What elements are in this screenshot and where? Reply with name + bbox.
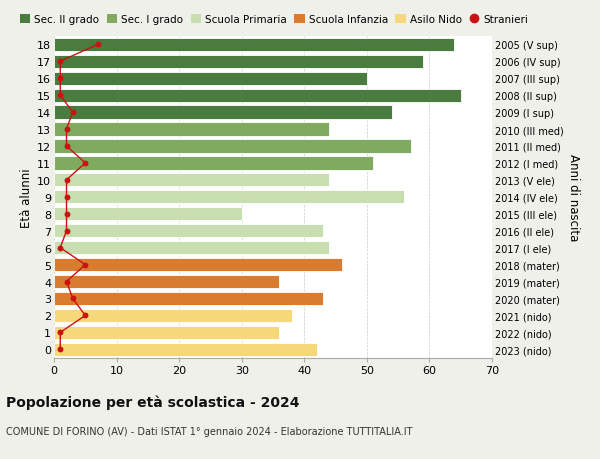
Point — [62, 211, 71, 218]
Point — [62, 126, 71, 134]
Point — [55, 329, 65, 336]
Bar — [54, 140, 410, 153]
Bar — [54, 224, 323, 238]
Point — [55, 75, 65, 83]
Bar — [54, 123, 329, 136]
Point — [62, 278, 71, 285]
Bar — [54, 191, 404, 204]
Point — [80, 312, 90, 319]
Point — [80, 160, 90, 167]
Bar — [54, 309, 292, 322]
Bar — [54, 90, 461, 102]
Y-axis label: Età alunni: Età alunni — [20, 168, 33, 227]
Point — [68, 295, 77, 302]
Y-axis label: Anni di nascita: Anni di nascita — [567, 154, 580, 241]
Point — [55, 245, 65, 252]
Point — [55, 346, 65, 353]
Point — [93, 41, 103, 49]
Bar — [54, 258, 342, 272]
Text: COMUNE DI FORINO (AV) - Dati ISTAT 1° gennaio 2024 - Elaborazione TUTTITALIA.IT: COMUNE DI FORINO (AV) - Dati ISTAT 1° ge… — [6, 426, 413, 436]
Bar — [54, 73, 367, 85]
Point — [68, 109, 77, 117]
Point — [55, 92, 65, 100]
Bar — [54, 56, 423, 69]
Bar — [54, 326, 279, 339]
Bar — [54, 39, 454, 52]
Bar — [54, 157, 373, 170]
Bar — [54, 292, 323, 305]
Bar — [54, 106, 392, 119]
Bar — [54, 174, 329, 187]
Bar — [54, 241, 329, 255]
Point — [62, 143, 71, 150]
Point — [62, 194, 71, 201]
Bar — [54, 275, 279, 289]
Point — [80, 261, 90, 269]
Bar — [54, 207, 242, 221]
Point — [62, 177, 71, 184]
Bar — [54, 343, 317, 356]
Text: Popolazione per età scolastica - 2024: Popolazione per età scolastica - 2024 — [6, 395, 299, 409]
Point — [62, 228, 71, 235]
Legend: Sec. II grado, Sec. I grado, Scuola Primaria, Scuola Infanzia, Asilo Nido, Stran: Sec. II grado, Sec. I grado, Scuola Prim… — [20, 15, 529, 25]
Point — [55, 58, 65, 66]
